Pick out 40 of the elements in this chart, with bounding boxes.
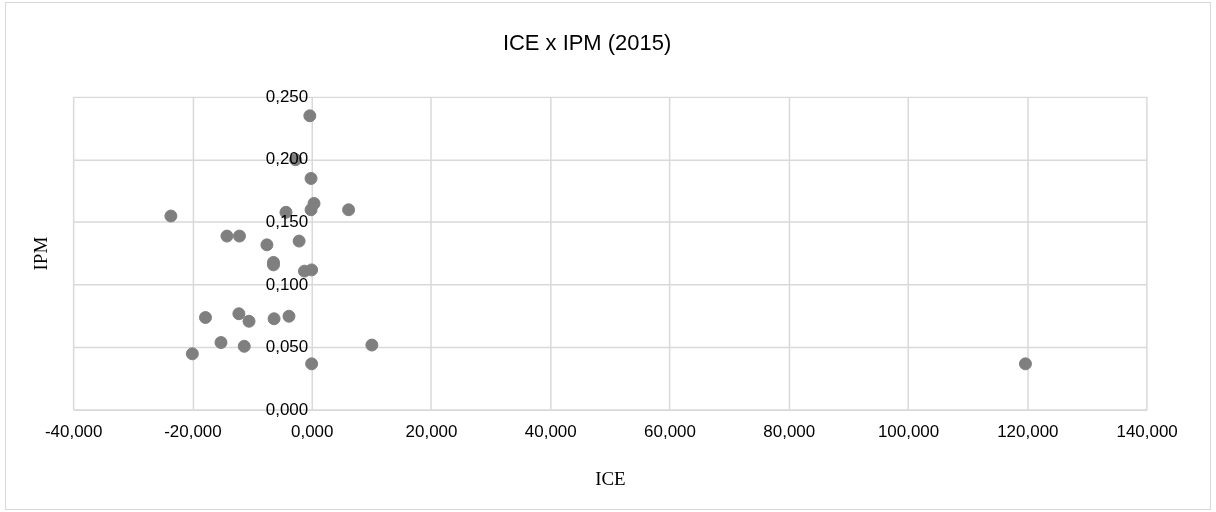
y-tick-label: 0,250 (265, 86, 309, 106)
y-tick-label: 0,000 (265, 399, 309, 419)
y-tick-label: 0,200 (265, 149, 309, 169)
point (305, 357, 319, 371)
point (282, 309, 296, 323)
x-tick-label: 40,000 (524, 421, 577, 441)
point (164, 209, 178, 223)
x-tick-label: 80,000 (763, 421, 816, 441)
y-tick-label: 0,050 (265, 337, 309, 357)
point (220, 229, 234, 243)
point (365, 338, 379, 352)
point (242, 314, 256, 328)
x-tick-label: 20,000 (405, 421, 458, 441)
x-tick-label: 0,000 (291, 421, 334, 441)
x-axis-title: ICE (595, 467, 626, 489)
y-tick-label: 0,100 (265, 274, 309, 294)
chart-title: ICE x IPM (2015) (502, 30, 672, 56)
y-axis-title: IPM (30, 236, 52, 271)
point (237, 339, 251, 353)
point (342, 203, 356, 217)
point (1018, 357, 1032, 371)
point (305, 263, 319, 277)
point (214, 336, 228, 350)
x-tick-label: -20,000 (164, 421, 222, 441)
x-tick-label: 60,000 (644, 421, 696, 441)
point (303, 109, 317, 123)
x-tick-label: 120,000 (997, 421, 1059, 441)
x-tick-label: -40,000 (44, 421, 103, 441)
point (304, 203, 318, 217)
point (292, 234, 306, 248)
x-tick-label: 140,000 (1116, 421, 1178, 441)
x-tick-label: 100,000 (877, 421, 940, 441)
point (260, 238, 274, 252)
y-tick-label: 0,150 (265, 211, 309, 231)
point (304, 171, 318, 185)
point (198, 311, 212, 324)
point (185, 347, 199, 361)
point (267, 312, 281, 326)
point (232, 307, 246, 321)
point (232, 229, 246, 243)
